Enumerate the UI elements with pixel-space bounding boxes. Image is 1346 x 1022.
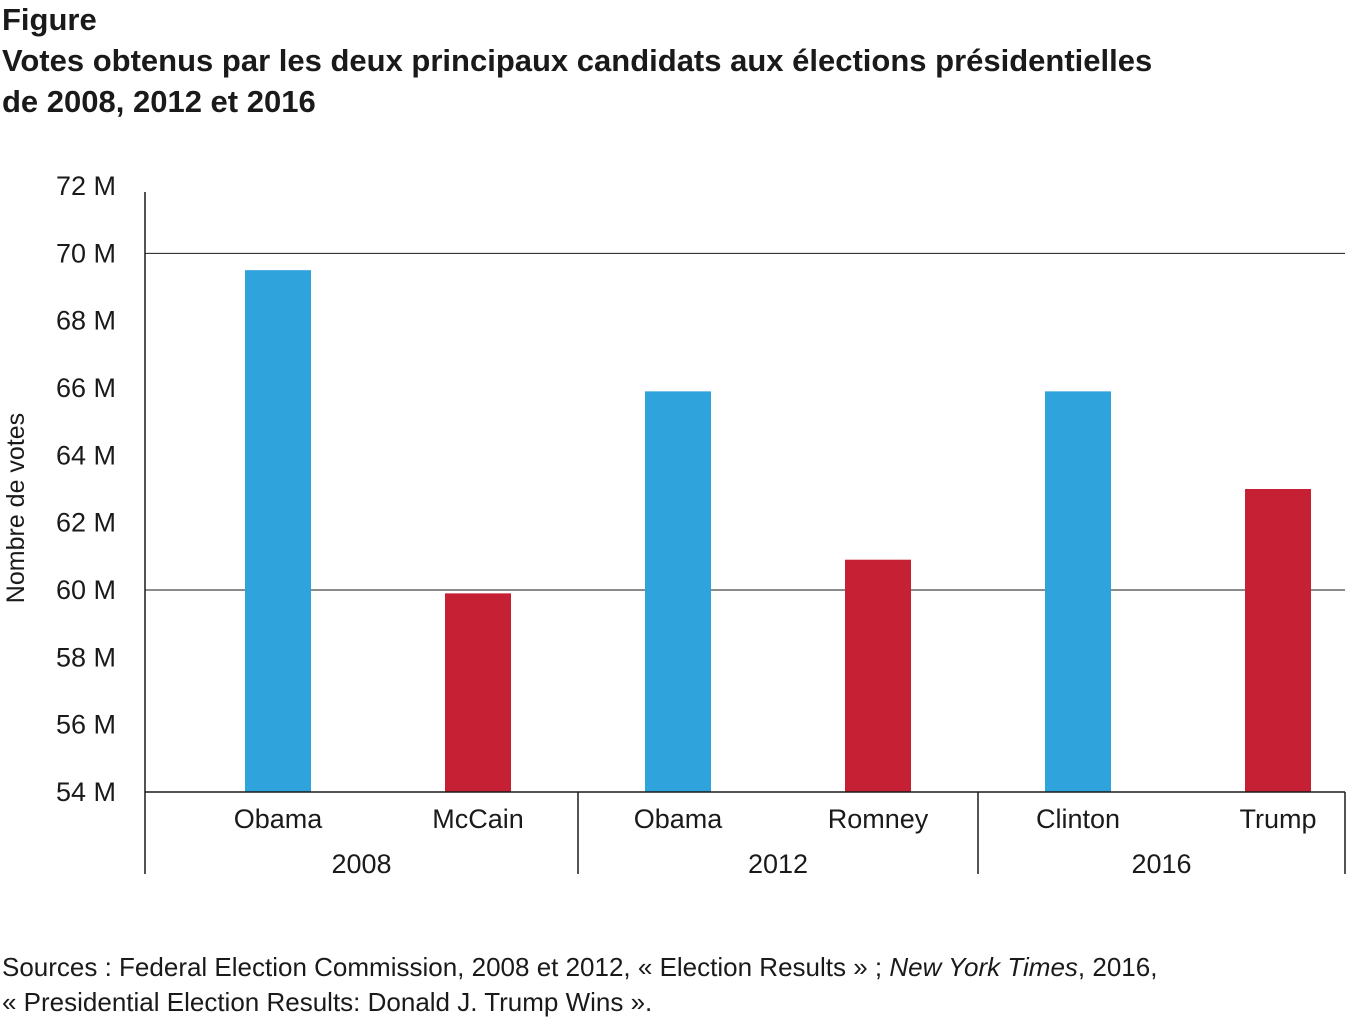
chart-title-line2: de 2008, 2012 et 2016 xyxy=(2,84,316,119)
x-category-label: Romney xyxy=(828,804,929,834)
sources-publication: New York Times xyxy=(889,952,1078,982)
y-tick-label: 58 M xyxy=(56,642,116,672)
y-tick-label: 56 M xyxy=(56,710,116,740)
y-tick-labels: 54 M 56 M 58 M 60 M 62 M 64 M 66 M 68 M 70 M 72 M xyxy=(56,171,116,807)
x-category-label: Trump xyxy=(1239,804,1316,834)
bars xyxy=(245,270,1311,793)
axes xyxy=(144,192,1346,874)
bar-clinton-2016 xyxy=(1045,391,1111,792)
y-tick-label: 64 M xyxy=(56,440,116,470)
x-category-label: Clinton xyxy=(1036,804,1120,834)
gridlines xyxy=(145,252,1345,591)
y-tick-label: 72 M xyxy=(56,171,116,201)
x-group-label: 2012 xyxy=(748,849,808,879)
bar-obama-2012 xyxy=(645,391,711,792)
bar-trump-2016 xyxy=(1245,489,1311,792)
y-tick-label: 70 M xyxy=(56,238,116,268)
bar-mccain-2008 xyxy=(445,593,511,792)
y-tick-label: 62 M xyxy=(56,508,116,538)
sources-suffix: , 2016, xyxy=(1077,952,1158,982)
sources-note: Sources : Federal Election Commission, 2… xyxy=(2,950,1332,1020)
chart-title: Votes obtenus par les deux principaux ca… xyxy=(2,40,1332,122)
x-category-label: McCain xyxy=(432,804,524,834)
sources-line2: « Presidential Election Results: Donald … xyxy=(2,987,653,1017)
y-tick-label: 68 M xyxy=(56,306,116,336)
sources-prefix: Sources : Federal Election Commission, 2… xyxy=(2,952,890,982)
y-tick-label: 60 M xyxy=(56,575,116,605)
figure-label: Figure xyxy=(2,2,97,37)
x-category-label: Obama xyxy=(234,804,324,834)
x-category-labels: Obama McCain Obama Romney Clinton Trump xyxy=(234,804,1317,834)
x-group-label: 2016 xyxy=(1131,849,1191,879)
y-axis-label: Nombre de votes xyxy=(2,413,30,603)
chart-title-line1: Votes obtenus par les deux principaux ca… xyxy=(2,43,1153,78)
y-tick-label: 54 M xyxy=(56,777,116,807)
y-tick-label: 66 M xyxy=(56,373,116,403)
chart-header: Figure Votes obtenus par les deux princi… xyxy=(2,0,1332,122)
bar-obama-2008 xyxy=(245,270,311,793)
x-group-labels: 2008 2012 2016 xyxy=(331,849,1191,879)
x-group-label: 2008 xyxy=(331,849,391,879)
x-category-label: Obama xyxy=(634,804,724,834)
bar-romney-2012 xyxy=(845,559,911,792)
